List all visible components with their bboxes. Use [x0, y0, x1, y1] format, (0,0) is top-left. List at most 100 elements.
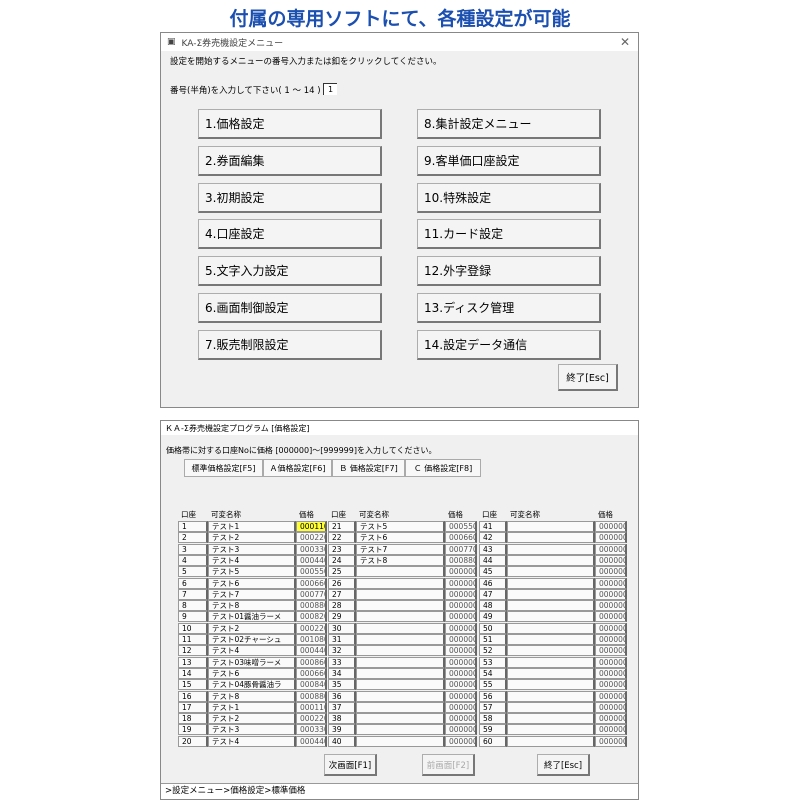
price-field[interactable]: 000000: [595, 521, 627, 532]
name-field[interactable]: テスト5: [208, 566, 296, 578]
name-field[interactable]: [356, 701, 445, 713]
name-field[interactable]: テスト7: [208, 588, 296, 600]
price-field[interactable]: 000880: [296, 690, 327, 702]
price-field[interactable]: 000660: [445, 532, 477, 544]
price-field[interactable]: 000330: [296, 724, 327, 736]
price-field[interactable]: 000000: [445, 724, 477, 736]
name-field[interactable]: [507, 611, 595, 623]
price-field[interactable]: 000440: [296, 735, 327, 747]
price-field[interactable]: 000000: [595, 656, 627, 668]
price-field[interactable]: 000770: [296, 588, 327, 600]
name-field[interactable]: [356, 735, 445, 747]
menu-button-12[interactable]: 12.外字登録: [417, 256, 601, 287]
price-field[interactable]: 000000: [595, 532, 627, 544]
price-field[interactable]: 000660: [296, 667, 327, 679]
menu-button-4[interactable]: 4.口座設定: [198, 219, 382, 250]
menu-button-11[interactable]: 11.カード設定: [417, 219, 601, 250]
price-field[interactable]: 000220: [296, 532, 327, 544]
price-field[interactable]: 000000: [595, 735, 627, 747]
tab-standard-price[interactable]: 標準価格設定[F5]: [184, 459, 263, 477]
name-field[interactable]: テスト6: [356, 532, 445, 544]
price-field[interactable]: 000000: [595, 566, 627, 578]
price-field[interactable]: 000000: [445, 600, 477, 612]
number-input[interactable]: 1: [323, 83, 337, 95]
tab-a-price[interactable]: Ａ価格設定[F6]: [263, 459, 332, 477]
next-page-button[interactable]: 次画面[F1]: [324, 754, 377, 776]
menu-button-8[interactable]: 8.集計設定メニュー: [417, 109, 601, 139]
menu-button-6[interactable]: 6.画面制御設定: [198, 293, 382, 323]
name-field[interactable]: [507, 713, 595, 725]
price-field[interactable]: 000000: [445, 679, 477, 691]
price-field[interactable]: 000000: [445, 645, 477, 657]
name-field[interactable]: テスト03味噌ラーメ: [208, 656, 296, 668]
price-field[interactable]: 000220: [296, 622, 327, 634]
name-field[interactable]: [507, 634, 595, 645]
exit-button[interactable]: 終了[Esc]: [537, 754, 590, 776]
price-field[interactable]: 000000: [445, 656, 477, 668]
menu-button-7[interactable]: 7.販売制限設定: [198, 329, 382, 360]
tab-b-price[interactable]: Ｂ 価格設定[F7]: [332, 459, 405, 477]
menu-button-1[interactable]: 1.価格設定: [198, 109, 382, 139]
price-field[interactable]: 000440: [296, 554, 327, 566]
price-field[interactable]: 000000: [595, 554, 627, 566]
price-field[interactable]: 000000: [595, 701, 627, 713]
price-field[interactable]: 000000: [445, 713, 477, 725]
name-field[interactable]: [507, 577, 595, 589]
close-icon[interactable]: ✕: [619, 35, 630, 49]
prev-page-button[interactable]: 前画面[F2]: [422, 754, 475, 776]
price-field[interactable]: 000000: [445, 588, 477, 600]
name-field[interactable]: テスト4: [208, 645, 296, 657]
price-field[interactable]: 001080: [296, 634, 327, 645]
name-field[interactable]: テスト1: [208, 701, 296, 713]
price-field[interactable]: 000000: [595, 690, 627, 702]
price-field[interactable]: 000000: [595, 588, 627, 600]
name-field[interactable]: テスト02チャーシュ: [208, 634, 296, 645]
price-field[interactable]: 000000: [595, 577, 627, 589]
name-field[interactable]: テスト2: [208, 532, 296, 544]
name-field[interactable]: [507, 521, 595, 532]
name-field[interactable]: [507, 566, 595, 578]
exit-button[interactable]: 終了[Esc]: [558, 364, 618, 391]
name-field[interactable]: テスト4: [208, 735, 296, 747]
name-field[interactable]: [507, 690, 595, 702]
price-field[interactable]: 000860: [296, 656, 327, 668]
price-field[interactable]: 000000: [445, 690, 477, 702]
price-field[interactable]: 000000: [595, 600, 627, 612]
menu-button-5[interactable]: 5.文字入力設定: [198, 256, 382, 287]
name-field[interactable]: [507, 724, 595, 736]
price-field[interactable]: 000000: [445, 701, 477, 713]
price-field[interactable]: 000550: [296, 566, 327, 578]
menu-button-10[interactable]: 10.特殊設定: [417, 182, 601, 213]
name-field[interactable]: [507, 735, 595, 747]
name-field[interactable]: テスト7: [356, 543, 445, 555]
price-field[interactable]: 000820: [296, 611, 327, 623]
menu-button-3[interactable]: 3.初期設定: [198, 182, 382, 213]
price-field[interactable]: 000330: [296, 543, 327, 555]
price-field[interactable]: 000000: [445, 611, 477, 623]
price-field[interactable]: 000000: [595, 622, 627, 634]
price-field[interactable]: 000000: [445, 735, 477, 747]
name-field[interactable]: テスト3: [208, 543, 296, 555]
price-field[interactable]: 000660: [296, 577, 327, 589]
menu-button-13[interactable]: 13.ディスク管理: [417, 293, 601, 323]
price-field[interactable]: 000840: [296, 679, 327, 691]
name-field[interactable]: テスト4: [208, 554, 296, 566]
name-field[interactable]: [356, 713, 445, 725]
price-field[interactable]: 000220: [296, 713, 327, 725]
name-field[interactable]: [507, 600, 595, 612]
name-field[interactable]: テスト6: [208, 667, 296, 679]
name-field[interactable]: [507, 622, 595, 634]
price-field[interactable]: 000770: [445, 543, 477, 555]
name-field[interactable]: [356, 645, 445, 657]
price-field[interactable]: 000110: [296, 521, 327, 532]
name-field[interactable]: [507, 554, 595, 566]
name-field[interactable]: [356, 656, 445, 668]
name-field[interactable]: [507, 588, 595, 600]
price-field[interactable]: 000000: [445, 634, 477, 645]
price-field[interactable]: 000000: [595, 543, 627, 555]
name-field[interactable]: [356, 667, 445, 679]
name-field[interactable]: [356, 634, 445, 645]
price-field[interactable]: 000000: [595, 724, 627, 736]
price-field[interactable]: 000000: [445, 577, 477, 589]
price-field[interactable]: 000000: [595, 611, 627, 623]
